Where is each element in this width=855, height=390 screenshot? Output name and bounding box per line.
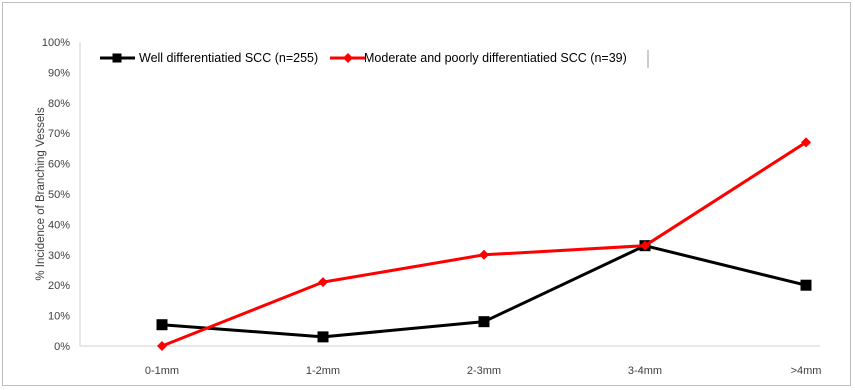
y-tick-label: 80%: [48, 98, 70, 110]
legend-marker-moderate: [343, 53, 353, 63]
x-tick-labels: 0-1mm 1-2mm 2-3mm 3-4mm >4mm: [145, 365, 822, 377]
x-tick-label: >4mm: [791, 365, 822, 377]
y-axis-title: % Incidence of Branching Vessels: [35, 107, 47, 280]
legend-marker-well: [113, 54, 122, 63]
y-tick-label: 90%: [48, 67, 70, 79]
series-line: [162, 142, 806, 346]
data-point: [479, 316, 490, 327]
data-point: [318, 331, 329, 342]
y-tick-label: 40%: [48, 219, 70, 231]
y-tick-label: 100%: [42, 37, 70, 49]
data-point: [801, 280, 812, 291]
x-tick-label: 2-3mm: [467, 365, 501, 377]
data-point: [157, 319, 168, 330]
series-layer: [157, 137, 812, 351]
data-point: [479, 250, 489, 260]
y-tick-label: 50%: [48, 189, 70, 201]
legend: Well differentiatied SCC (n=255) Moderat…: [100, 50, 648, 68]
x-tick-label: 1-2mm: [306, 365, 340, 377]
y-tick-label: 20%: [48, 280, 70, 292]
y-tick-label: 70%: [48, 128, 70, 140]
data-point: [157, 341, 167, 351]
x-tick-label: 0-1mm: [145, 365, 179, 377]
y-tick-label: 10%: [48, 311, 70, 323]
legend-label-well: Well differentiatied SCC (n=255): [139, 51, 318, 65]
y-tick-label: 0%: [54, 341, 70, 353]
y-tick-label: 60%: [48, 159, 70, 171]
y-tick-label: 30%: [48, 250, 70, 262]
legend-label-moderate: Moderate and poorly differentiatied SCC …: [364, 51, 627, 65]
x-tick-label: 3-4mm: [628, 365, 662, 377]
data-point: [318, 277, 328, 287]
